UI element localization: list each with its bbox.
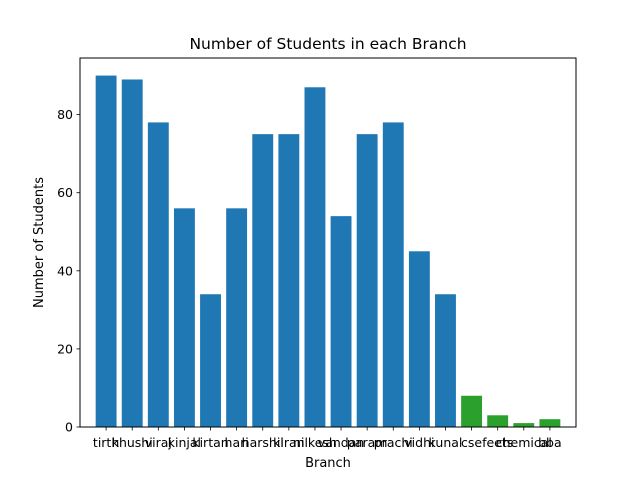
- bar-nilkesh: [304, 87, 326, 428]
- x-axis: tirthkhushivirajkinjalkirtanhariharshilk…: [93, 427, 562, 450]
- y-axis-label: Number of Students: [32, 177, 47, 308]
- bars-group: [95, 75, 561, 428]
- x-tick-label: prachi: [374, 435, 413, 450]
- x-tick-label: chemical: [496, 435, 552, 450]
- bar-chemical: [513, 423, 535, 427]
- x-tick-label: bba: [538, 435, 562, 450]
- y-tick-label: 20: [57, 341, 73, 356]
- x-tick-label: feets: [482, 435, 513, 450]
- x-axis-label: Branch: [305, 456, 351, 471]
- x-tick-label: param: [347, 435, 388, 450]
- bar-kirtan: [200, 294, 221, 427]
- x-tick-label: kiran: [273, 435, 304, 450]
- y-tick-label: 80: [57, 107, 73, 122]
- bar-harshil: [252, 134, 274, 427]
- x-tick-label: kunal: [429, 435, 463, 450]
- bar-hari: [226, 208, 248, 427]
- x-tick-label: vidhi: [404, 435, 434, 450]
- x-tick-label: khushi: [112, 435, 153, 450]
- bar-viraj: [147, 122, 169, 427]
- bar-kunal: [435, 294, 456, 427]
- bar-tirth: [95, 75, 117, 428]
- y-axis: 0 20 40 60 80: [57, 107, 80, 435]
- bar-bba: [539, 419, 561, 427]
- y-tick-label: 60: [57, 185, 73, 200]
- x-tick-label: viraj: [145, 435, 172, 450]
- x-tick-label: kirtan: [192, 435, 228, 450]
- bar-khushi: [121, 79, 143, 427]
- x-tick-label: cse: [461, 435, 482, 450]
- x-tick-label: vandan: [318, 435, 365, 450]
- bar-cse: [461, 395, 483, 427]
- plot-frame: [79, 57, 577, 428]
- bar-feets: [487, 415, 509, 427]
- x-tick-label: nilkesh: [293, 435, 337, 450]
- x-tick-label: tirth: [93, 435, 119, 450]
- y-tick-label: 40: [57, 263, 73, 278]
- bar-kinjal: [173, 208, 195, 427]
- x-tick-label: kinjal: [168, 435, 201, 450]
- x-tick-label: harshil: [242, 435, 284, 450]
- bar-prachi: [382, 122, 404, 427]
- y-tick-label: 0: [65, 420, 73, 435]
- bar-kiran: [278, 134, 300, 427]
- bar-vidhi: [408, 251, 430, 427]
- bar-vandan: [330, 216, 352, 427]
- x-tick-label: hari: [225, 435, 249, 450]
- chart-title: Number of Students in each Branch: [189, 35, 466, 53]
- bar-param: [356, 134, 378, 427]
